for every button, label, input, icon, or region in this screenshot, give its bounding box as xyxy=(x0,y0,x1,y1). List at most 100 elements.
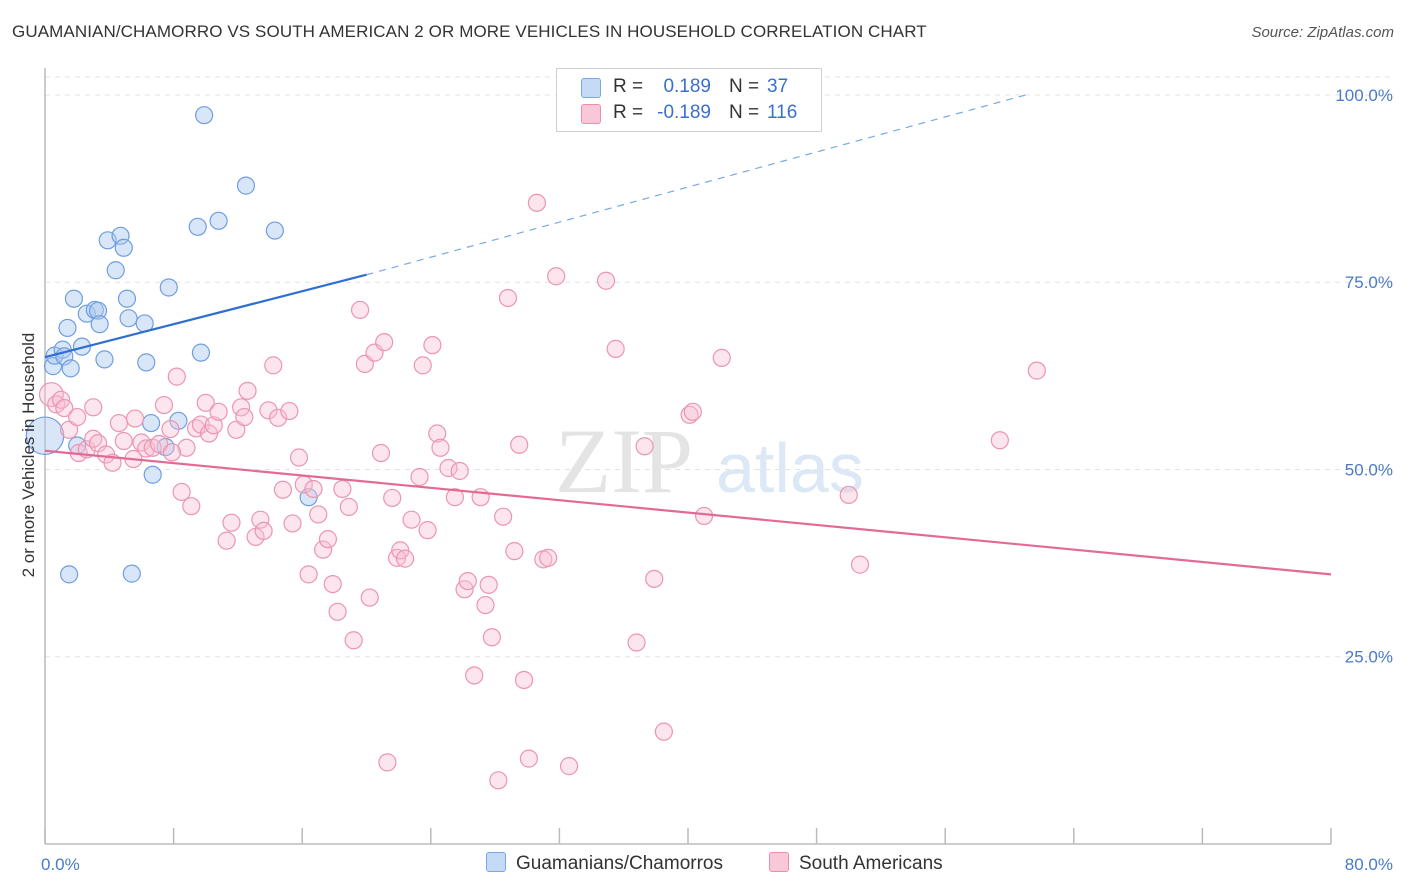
south-american-point xyxy=(482,628,501,647)
south-american-point xyxy=(114,431,133,451)
legend-label-guamanians: Guamanians/Chamorros xyxy=(516,853,723,874)
legend-swatch-guamanians xyxy=(486,852,506,872)
south-american-point xyxy=(204,416,223,435)
y-tick-labels: 25.0% 50.0% 75.0% 100.0% xyxy=(1335,86,1393,667)
r-label: R = xyxy=(613,76,644,97)
legend-label-south-americans: South Americans xyxy=(799,853,943,874)
legend-row-guamanian: R = 0.189 N = 37 xyxy=(557,75,819,101)
guamanian-point xyxy=(159,278,178,297)
r-value: -0.189 xyxy=(657,102,711,123)
south-american-point xyxy=(539,548,558,567)
y-tick-label: 75.0% xyxy=(1345,273,1393,292)
south-american-point xyxy=(494,507,513,526)
guamanian-point xyxy=(188,217,207,236)
guamanian-point xyxy=(209,211,228,230)
south-american-point xyxy=(55,398,74,418)
watermark-atlas: atlas xyxy=(716,429,864,507)
guamanian-point xyxy=(58,318,77,338)
south-american-point xyxy=(299,565,318,584)
south-american-point xyxy=(839,485,858,505)
south-american-point xyxy=(439,458,458,478)
n-label: N = xyxy=(729,102,760,123)
south-american-point xyxy=(680,405,699,424)
legend-swatch-guamanian xyxy=(581,78,601,98)
south-american-point xyxy=(280,401,299,421)
south-american-point xyxy=(283,514,302,533)
guamanian-point xyxy=(265,221,284,240)
south-american-point xyxy=(606,339,625,358)
south-american-point xyxy=(635,437,654,456)
n-label: N = xyxy=(729,76,760,97)
source-label: Source: ZipAtlas.com xyxy=(1251,24,1394,41)
south-american-point xyxy=(527,193,546,212)
south-american-point xyxy=(479,575,498,594)
south-american-point xyxy=(344,631,363,650)
correlation-legend: R = 0.189 N = 37 R = -0.189 N = 116 xyxy=(556,68,822,132)
south-american-point xyxy=(519,749,538,768)
guamanian-point xyxy=(195,106,214,125)
legend-item-guamanians: Guamanians/Chamorros xyxy=(486,852,723,875)
guamanian-trend-extension xyxy=(366,94,1026,276)
south-american-point xyxy=(161,419,180,439)
guamanian-point xyxy=(141,413,161,433)
y-tick-label: 25.0% xyxy=(1345,648,1393,667)
south-american-point xyxy=(323,574,342,594)
south-american-point xyxy=(395,549,415,568)
south-american-point xyxy=(264,356,283,375)
south-american-point xyxy=(167,367,186,386)
south-american-point xyxy=(339,497,358,517)
legend-item-south-americans: South Americans xyxy=(769,852,943,875)
data-points xyxy=(25,106,1046,790)
south-american-point xyxy=(712,348,731,367)
legend-swatch-south-american xyxy=(581,104,601,124)
south-american-point xyxy=(68,407,87,427)
south-american-point xyxy=(383,488,402,508)
n-value: 116 xyxy=(767,102,798,123)
south-american-point xyxy=(150,434,169,454)
south-american-point xyxy=(360,588,379,607)
south-american-point xyxy=(1027,361,1046,380)
y-tick-label: 100.0% xyxy=(1335,86,1393,105)
south-american-point xyxy=(489,771,508,790)
south-american-point xyxy=(273,480,293,499)
south-american-point xyxy=(547,267,566,286)
south-american-point xyxy=(350,300,370,320)
n-value: 37 xyxy=(767,76,789,97)
south-american-point xyxy=(109,413,129,433)
south-american-point xyxy=(683,402,702,421)
south-american-point xyxy=(645,569,664,588)
south-american-point xyxy=(182,497,201,516)
guamanian-point xyxy=(122,564,141,583)
south-american-trend-line xyxy=(44,449,1332,576)
south-american-point xyxy=(375,333,394,352)
south-american-point xyxy=(251,510,270,529)
south-american-point xyxy=(38,382,64,408)
chart-title: GUAMANIAN/CHAMORRO VS SOUTH AMERICAN 2 O… xyxy=(12,22,927,41)
legend-swatch-south-americans xyxy=(769,852,789,872)
south-american-point xyxy=(990,431,1009,450)
guamanian-point xyxy=(95,350,114,369)
south-american-point xyxy=(238,381,257,400)
south-american-point xyxy=(514,670,534,690)
south-american-point xyxy=(428,424,447,443)
south-american-point xyxy=(410,467,429,487)
south-american-point xyxy=(371,443,391,463)
south-american-point xyxy=(505,542,524,561)
south-american-point xyxy=(423,336,442,355)
guamanian-point xyxy=(117,289,137,308)
guamanian-point xyxy=(60,565,79,584)
south-american-point xyxy=(458,571,477,591)
south-american-point xyxy=(162,443,182,462)
trend-lines xyxy=(44,94,1332,576)
guamanian-point xyxy=(143,465,162,484)
south-american-point xyxy=(309,505,328,524)
south-american-point xyxy=(172,482,191,502)
south-american-point xyxy=(232,398,251,417)
guamanian-point xyxy=(236,176,256,195)
south-american-point xyxy=(254,521,273,541)
south-american-point xyxy=(333,479,352,499)
guamanian-point xyxy=(88,301,108,320)
guamanian-point xyxy=(111,226,130,245)
south-american-point xyxy=(313,540,333,559)
south-american-point xyxy=(235,407,254,427)
